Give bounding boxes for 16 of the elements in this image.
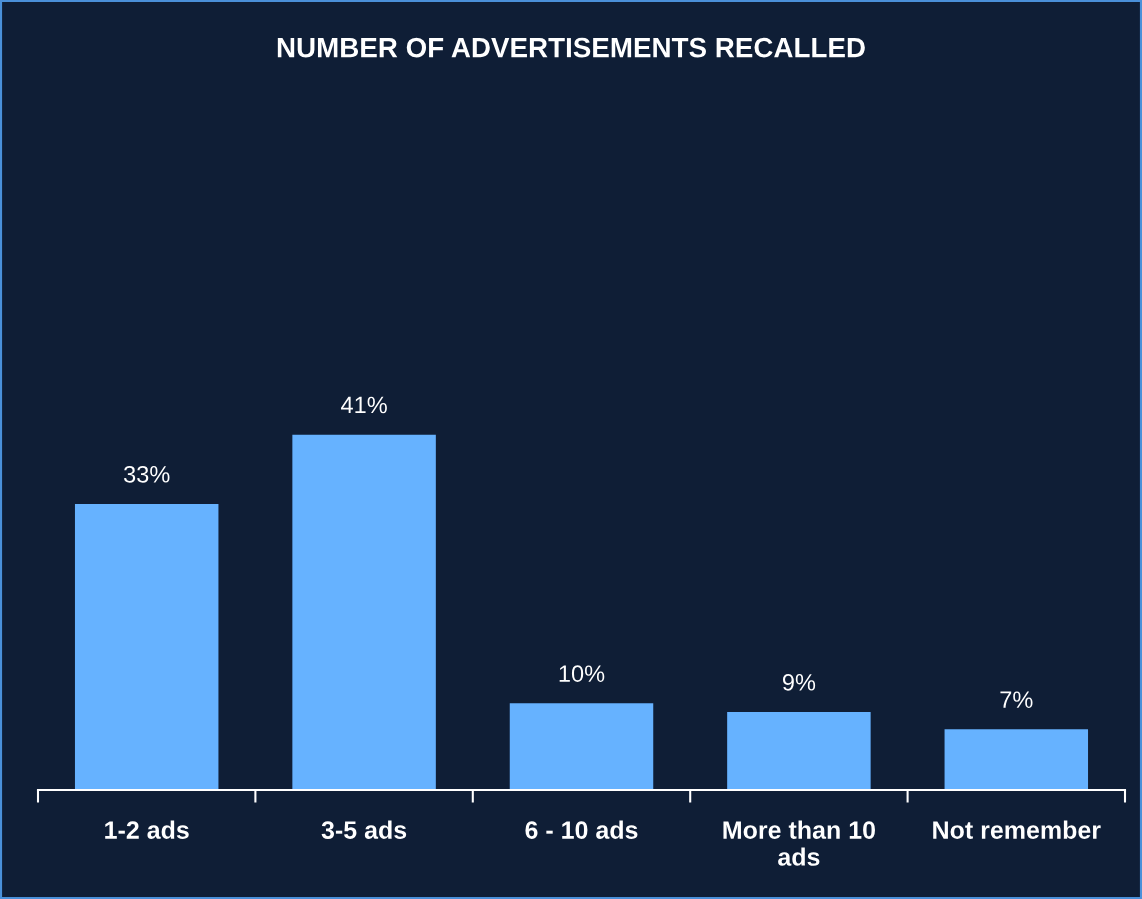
x-tick-label: Not remember [933, 820, 1101, 839]
bar [74, 504, 219, 790]
bar [727, 712, 871, 790]
x-tick-label: 1-2 ads [105, 820, 189, 839]
data-label: 41% [341, 396, 387, 414]
data-label: 33% [123, 465, 170, 483]
bar [509, 703, 654, 790]
bar [944, 729, 1089, 790]
x-tick-label: 3-5 ads [321, 820, 407, 839]
chart-title: NUMBER OF ADVERTISEMENTS RECALLED [277, 37, 865, 58]
bar [292, 434, 436, 790]
data-label: 10% [559, 665, 605, 682]
x-tick-label: 6 - 10 ads [525, 820, 638, 839]
x-tick-label: More than 10 ads [723, 820, 875, 866]
data-label: 7% [1000, 691, 1033, 708]
data-label: 9% [782, 673, 816, 691]
